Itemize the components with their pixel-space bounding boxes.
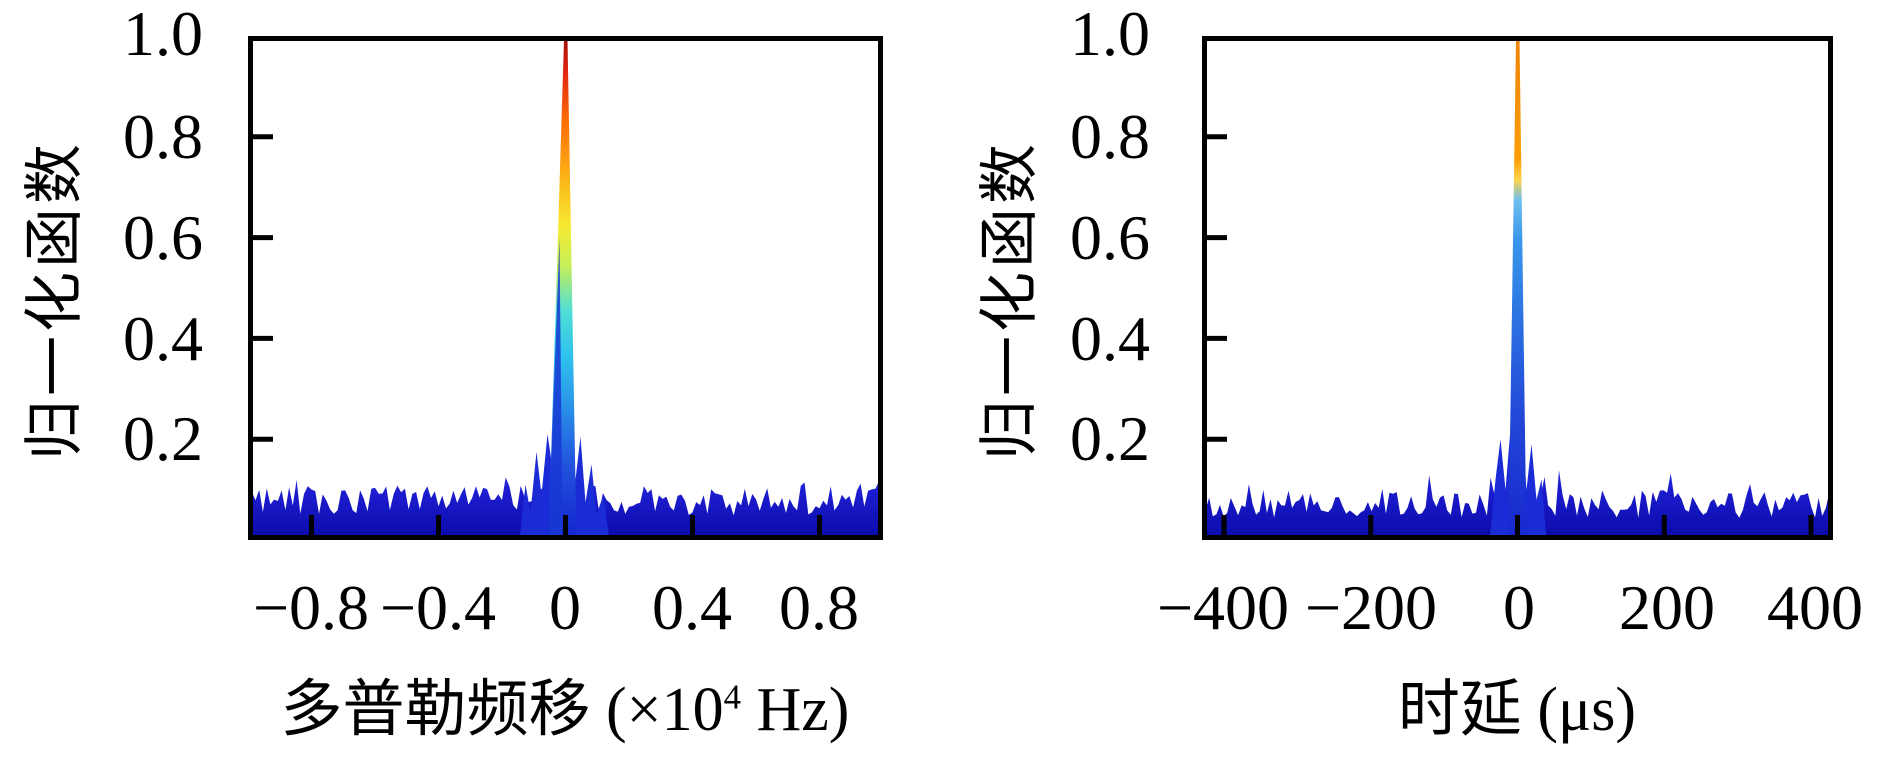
x-tick-label: −400 [1156, 572, 1290, 643]
y-tick-label: 1.0 [123, 0, 203, 69]
y-tick-label: 0.2 [123, 403, 203, 474]
y-tick-label: 0.6 [1070, 202, 1150, 273]
y-tick-label: 0.8 [123, 101, 203, 172]
y-tick-label: 0.8 [1070, 101, 1150, 172]
y-tick-label: 1.0 [1070, 0, 1150, 69]
x-axis-label-delay: 时延 (μs) [1398, 668, 1636, 752]
x-tick-label: 0.4 [652, 572, 732, 643]
y-tick-label: 0.4 [1070, 303, 1150, 374]
y-tick-label: 0.6 [123, 202, 203, 273]
y-tick-label: 0.4 [123, 303, 203, 374]
x-axis-label-doppler: 多普勒频移 (×104 Hz) [281, 668, 850, 752]
y-tick-label: 0.2 [1070, 403, 1150, 474]
x-axis-label-doppler-suffix: Hz) [741, 676, 850, 744]
delay-plot-canvas [1202, 36, 1833, 540]
x-tick-label: −0.4 [379, 572, 497, 643]
x-tick-label: 400 [1767, 572, 1863, 643]
x-tick-label: 200 [1619, 572, 1715, 643]
x-axis-label-doppler-exponent: 4 [723, 677, 742, 717]
doppler-plot-canvas [248, 36, 883, 540]
x-axis-label-doppler-prefix: 多普勒频移 (×10 [280, 676, 724, 744]
x-tick-label: 0.8 [779, 572, 859, 643]
x-tick-label: 0 [549, 572, 581, 643]
x-axis-label-delay-prefix: 时延 (μs) [1397, 676, 1637, 744]
x-tick-label: −0.8 [252, 572, 370, 643]
x-tick-label: −200 [1304, 572, 1438, 643]
x-tick-label: 0 [1503, 572, 1535, 643]
